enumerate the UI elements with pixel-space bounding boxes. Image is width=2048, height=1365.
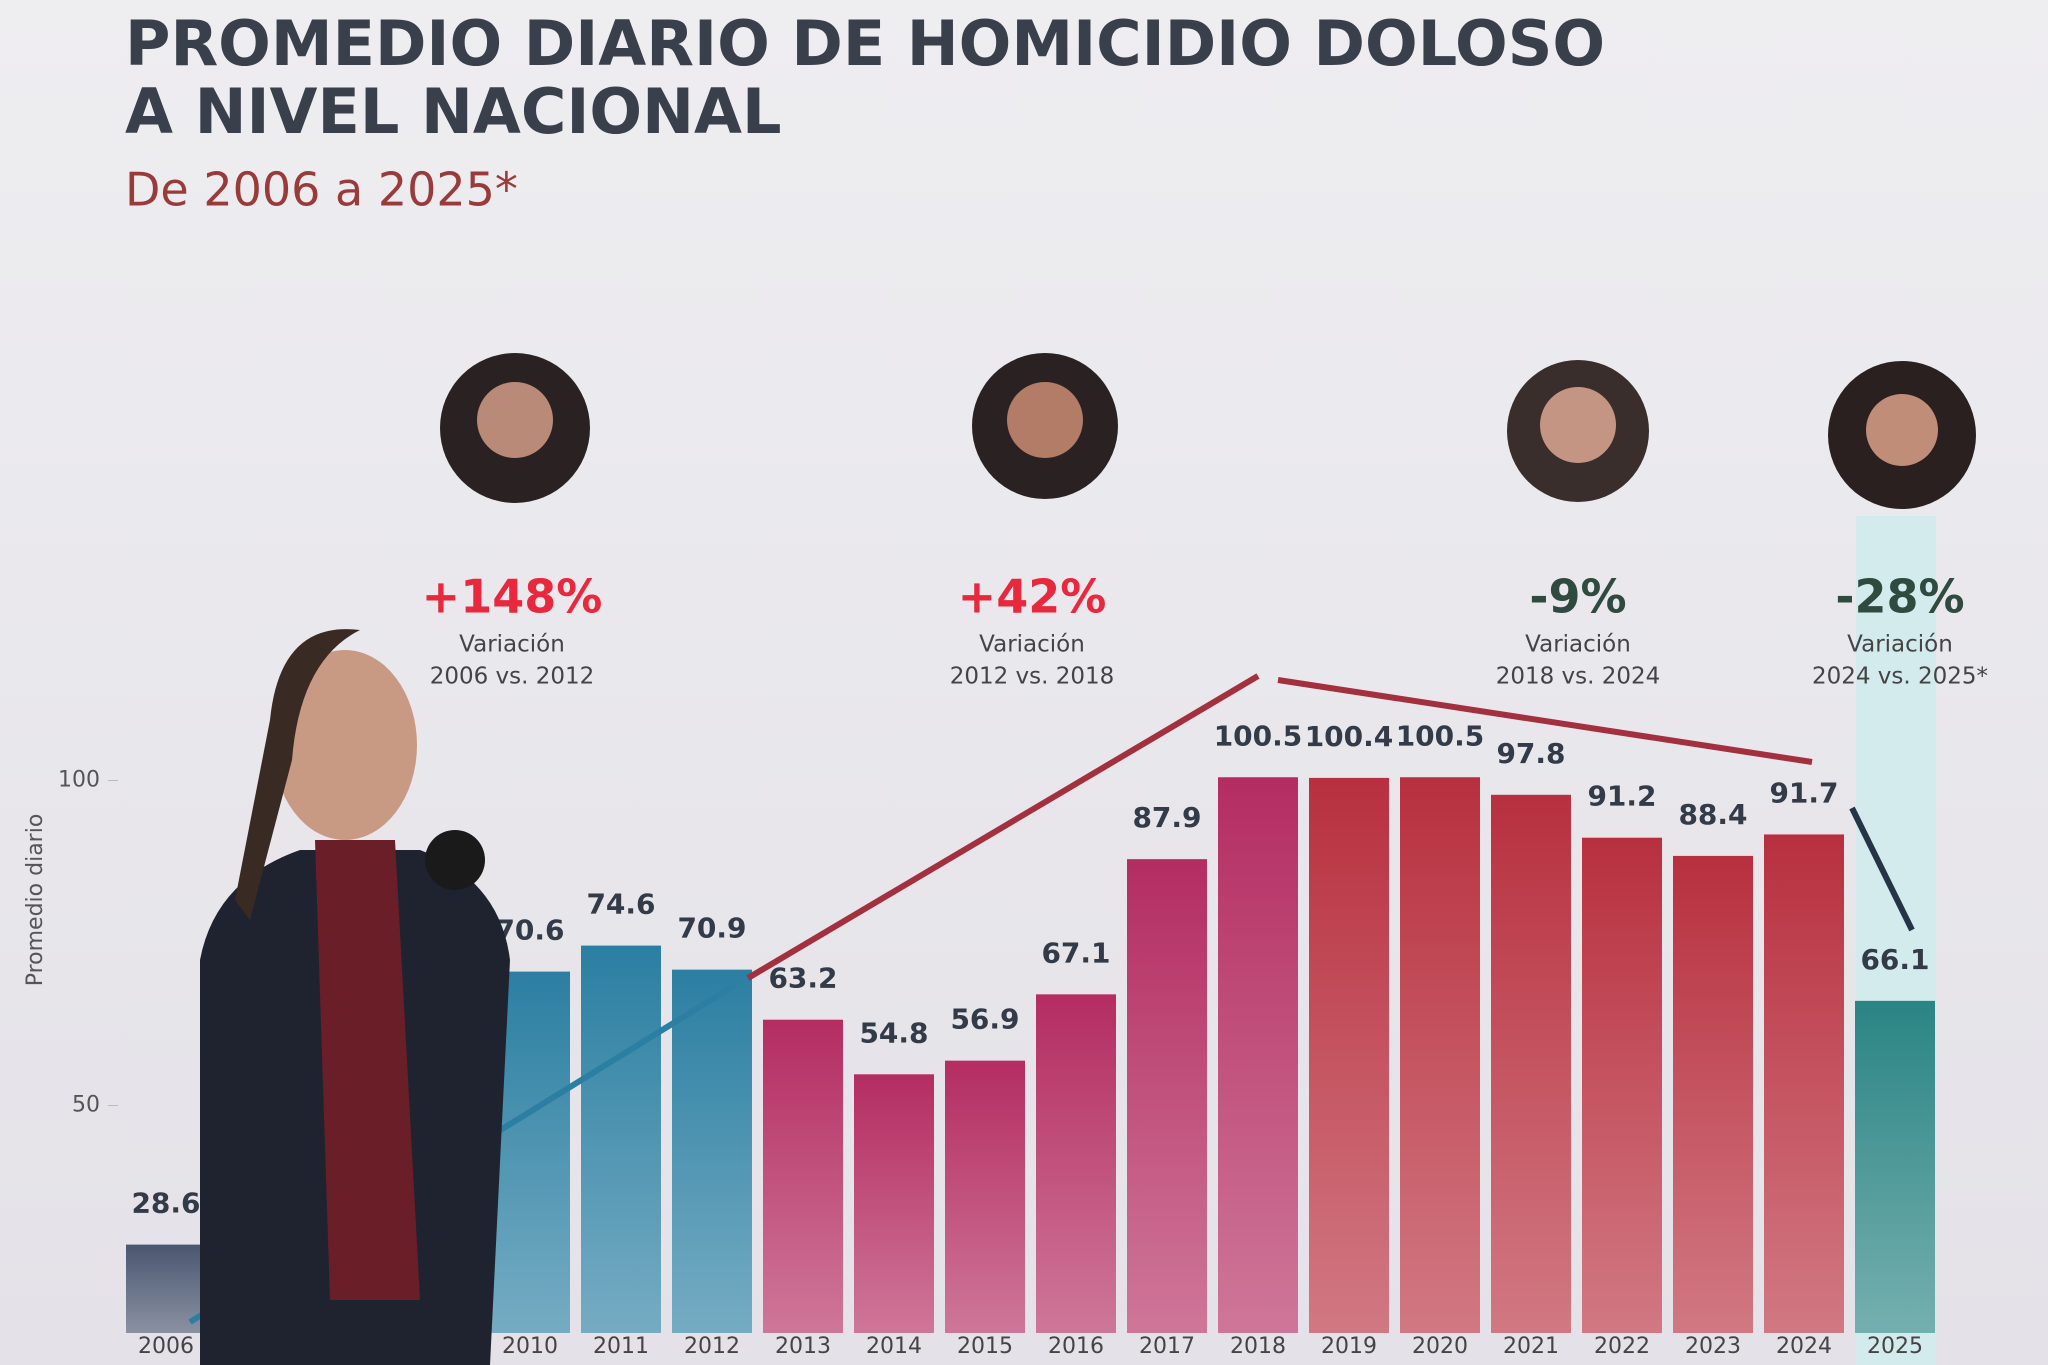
x-tick-label: 2020	[1412, 1334, 1468, 1359]
variation-value: +148%	[422, 570, 603, 624]
variation-value: -9%	[1529, 570, 1626, 624]
x-tick-label: 2016	[1048, 1334, 1104, 1359]
variation-label: Variación	[459, 632, 565, 658]
x-tick-label: 2006	[138, 1334, 194, 1359]
y-tick-label: 50	[72, 1093, 100, 1118]
bar-sheen	[1218, 777, 1298, 1333]
bar-sheen	[672, 969, 752, 1333]
bar-sheen	[1855, 1000, 1935, 1333]
bar-sheen	[1764, 834, 1844, 1333]
bar-sheen	[945, 1060, 1025, 1333]
portrait-face	[1866, 394, 1938, 466]
variation-value: -28%	[1835, 570, 1964, 624]
x-tick-label: 2024	[1776, 1334, 1832, 1359]
x-tick-label: 2013	[775, 1334, 831, 1359]
portrait-face	[1540, 387, 1616, 463]
variation-label: Variación	[1847, 632, 1953, 658]
bar-sheen	[854, 1074, 934, 1333]
speaker-head	[273, 650, 417, 840]
value-label: 74.6	[586, 888, 655, 921]
bar-sheen	[763, 1019, 843, 1333]
x-tick-label: 2015	[957, 1334, 1013, 1359]
value-label: 67.1	[1041, 936, 1110, 969]
speaker-hair	[235, 629, 360, 920]
x-tick-label: 2025	[1867, 1334, 1923, 1359]
bar-sheen	[581, 945, 661, 1333]
portrait-face	[477, 382, 553, 458]
x-tick-label: 2012	[684, 1334, 740, 1359]
subtitle: De 2006 a 2025*	[125, 163, 518, 217]
variation-label: Variación	[979, 632, 1085, 658]
value-label: 91.7	[1769, 776, 1838, 809]
variation-value: +42%	[958, 570, 1107, 624]
y-axis-label: Promedio diario	[23, 814, 48, 987]
arrow	[1849, 806, 1915, 932]
variation-period: 2024 vs. 2025*	[1812, 664, 1988, 690]
plot: 5010028.6200624200738200853200970.620107…	[58, 570, 1988, 1360]
value-label: 70.9	[677, 912, 746, 945]
bar-sheen	[1127, 859, 1207, 1333]
microphone	[425, 830, 485, 890]
variation-period: 2006 vs. 2012	[430, 664, 595, 690]
value-label: 100.4	[1305, 720, 1394, 753]
x-tick-label: 2011	[593, 1334, 649, 1359]
value-label: 54.8	[859, 1016, 928, 1049]
x-tick-label: 2010	[502, 1334, 558, 1359]
bar-sheen	[1400, 777, 1480, 1333]
title-line: PROMEDIO DIARIO DE HOMICIDIO DOLOSO	[125, 7, 1605, 80]
value-label: 88.4	[1678, 798, 1747, 831]
value-label: 100.5	[1396, 719, 1485, 752]
bar-sheen	[1036, 994, 1116, 1333]
speaker	[200, 629, 510, 1365]
x-tick-label: 2023	[1685, 1334, 1741, 1359]
bar-sheen	[1582, 837, 1662, 1333]
value-label: 66.1	[1860, 943, 1929, 976]
speaker-scarf	[315, 840, 420, 1300]
title-line: A NIVEL NACIONAL	[125, 75, 781, 148]
x-tick-label: 2014	[866, 1334, 922, 1359]
value-label: 91.2	[1587, 780, 1656, 813]
variation-period: 2018 vs. 2024	[1496, 664, 1661, 690]
x-tick-label: 2019	[1321, 1334, 1377, 1359]
variation-period: 2012 vs. 2018	[950, 664, 1115, 690]
variation-label: Variación	[1525, 632, 1631, 658]
x-tick-label: 2021	[1503, 1334, 1559, 1359]
value-label: 100.5	[1214, 719, 1303, 752]
x-tick-label: 2018	[1230, 1334, 1286, 1359]
bar-sheen	[1673, 855, 1753, 1333]
portraits	[440, 353, 1976, 509]
x-tick-label: 2022	[1594, 1334, 1650, 1359]
value-label: 97.8	[1496, 737, 1565, 770]
x-tick-label: 2017	[1139, 1334, 1195, 1359]
bar-sheen	[1309, 777, 1389, 1333]
value-label: 70.6	[495, 914, 564, 947]
arrow	[746, 673, 1260, 981]
y-tick-label: 100	[58, 768, 100, 793]
arrow	[1277, 677, 1813, 765]
value-label: 87.9	[1132, 801, 1201, 834]
value-label: 63.2	[768, 962, 837, 995]
value-label: 28.6	[131, 1187, 200, 1220]
bar-sheen	[1491, 794, 1571, 1333]
portrait-face	[1007, 382, 1083, 458]
value-label: 56.9	[950, 1003, 1019, 1036]
